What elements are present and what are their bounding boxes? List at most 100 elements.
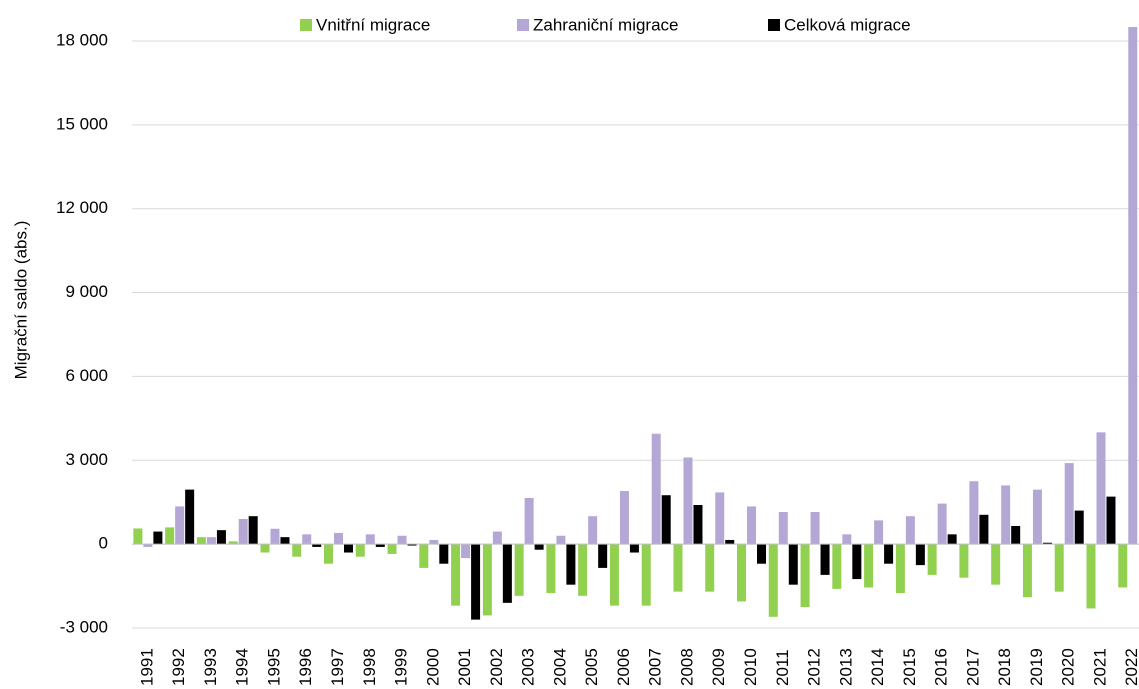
bar [397, 535, 407, 545]
x-tick-label: 2019 [1027, 648, 1046, 686]
bar [387, 544, 397, 554]
x-tick-label: 1994 [233, 648, 252, 686]
legend-label: Celková migrace [784, 15, 911, 34]
bar [788, 544, 798, 585]
bar [344, 544, 354, 553]
x-tick-label: 2003 [519, 648, 538, 686]
bar [524, 498, 534, 545]
x-tick-label: 2021 [1090, 648, 1109, 686]
y-tick-label: 18 000 [56, 30, 108, 49]
bar [715, 492, 725, 545]
bar [143, 544, 153, 547]
bar [768, 544, 778, 617]
bar [153, 531, 163, 545]
bar [737, 544, 747, 602]
bar [556, 535, 566, 545]
bar [228, 541, 238, 545]
bar [959, 544, 969, 578]
x-tick-label: 2020 [1059, 648, 1078, 686]
y-tick-label: 0 [99, 534, 108, 553]
bar [482, 544, 492, 616]
bar [832, 544, 842, 589]
bar [1054, 544, 1064, 592]
bar [1032, 489, 1042, 545]
bar [175, 506, 185, 545]
x-tick-label: 2013 [836, 648, 855, 686]
bar [375, 544, 385, 547]
bar [1022, 544, 1032, 598]
x-tick-label: 2015 [900, 648, 919, 686]
bar [216, 530, 226, 545]
bar [1118, 544, 1128, 588]
bar [778, 511, 788, 545]
bar [1106, 496, 1116, 545]
bar [842, 534, 852, 545]
bar [419, 544, 429, 568]
bar [800, 544, 810, 608]
bar [492, 531, 502, 545]
bar [820, 544, 830, 575]
bar [1042, 542, 1052, 545]
bar [248, 516, 258, 545]
bar [206, 537, 216, 545]
bar [991, 544, 1001, 585]
bar [1011, 525, 1021, 545]
x-tick-label: 2010 [741, 648, 760, 686]
x-tick-label: 2008 [677, 648, 696, 686]
x-tick-label: 2000 [423, 648, 442, 686]
bar [534, 544, 544, 550]
bar [260, 544, 270, 553]
legend-swatch [768, 19, 780, 31]
bar [874, 520, 884, 545]
bar [546, 544, 556, 594]
bar [947, 534, 957, 545]
bar [1096, 432, 1106, 545]
bar [407, 544, 417, 546]
bar [1074, 510, 1084, 545]
y-tick-label: 12 000 [56, 198, 108, 217]
y-tick-label: -3 000 [60, 617, 108, 636]
bar [810, 511, 820, 545]
bar [196, 537, 206, 545]
x-tick-label: 1997 [328, 648, 347, 686]
bar [355, 544, 365, 557]
bar [725, 539, 735, 545]
x-tick-label: 2012 [805, 648, 824, 686]
bar [302, 534, 312, 545]
x-tick-label: 2009 [709, 648, 728, 686]
x-tick-label: 1991 [137, 648, 156, 686]
bar [334, 532, 344, 545]
bar [927, 544, 937, 575]
x-tick-label: 2005 [582, 648, 601, 686]
bar [461, 544, 471, 559]
bar [270, 528, 280, 545]
bar [238, 518, 248, 545]
x-tick-label: 2018 [995, 648, 1014, 686]
legend-swatch [517, 19, 529, 31]
x-tick-label: 1992 [169, 648, 188, 686]
bar [429, 539, 439, 545]
bar [683, 457, 693, 545]
bar [514, 544, 524, 596]
legend-label: Zahraniční migrace [533, 15, 679, 34]
bar [693, 505, 703, 545]
x-tick-label: 2001 [455, 648, 474, 686]
x-tick-label: 1996 [296, 648, 315, 686]
bar [471, 544, 481, 620]
bar [1086, 544, 1096, 609]
x-tick-label: 2017 [963, 648, 982, 686]
bar [619, 491, 629, 545]
bar [673, 544, 683, 592]
bar [661, 495, 671, 545]
bar [629, 544, 639, 553]
bar [915, 544, 925, 566]
bar [1064, 463, 1074, 545]
bar [165, 527, 175, 545]
bar [757, 544, 767, 564]
bar [280, 537, 290, 545]
x-tick-label: 2002 [487, 648, 506, 686]
legend-swatch [300, 19, 312, 31]
x-tick-label: 2011 [773, 649, 792, 686]
bar [598, 544, 608, 568]
